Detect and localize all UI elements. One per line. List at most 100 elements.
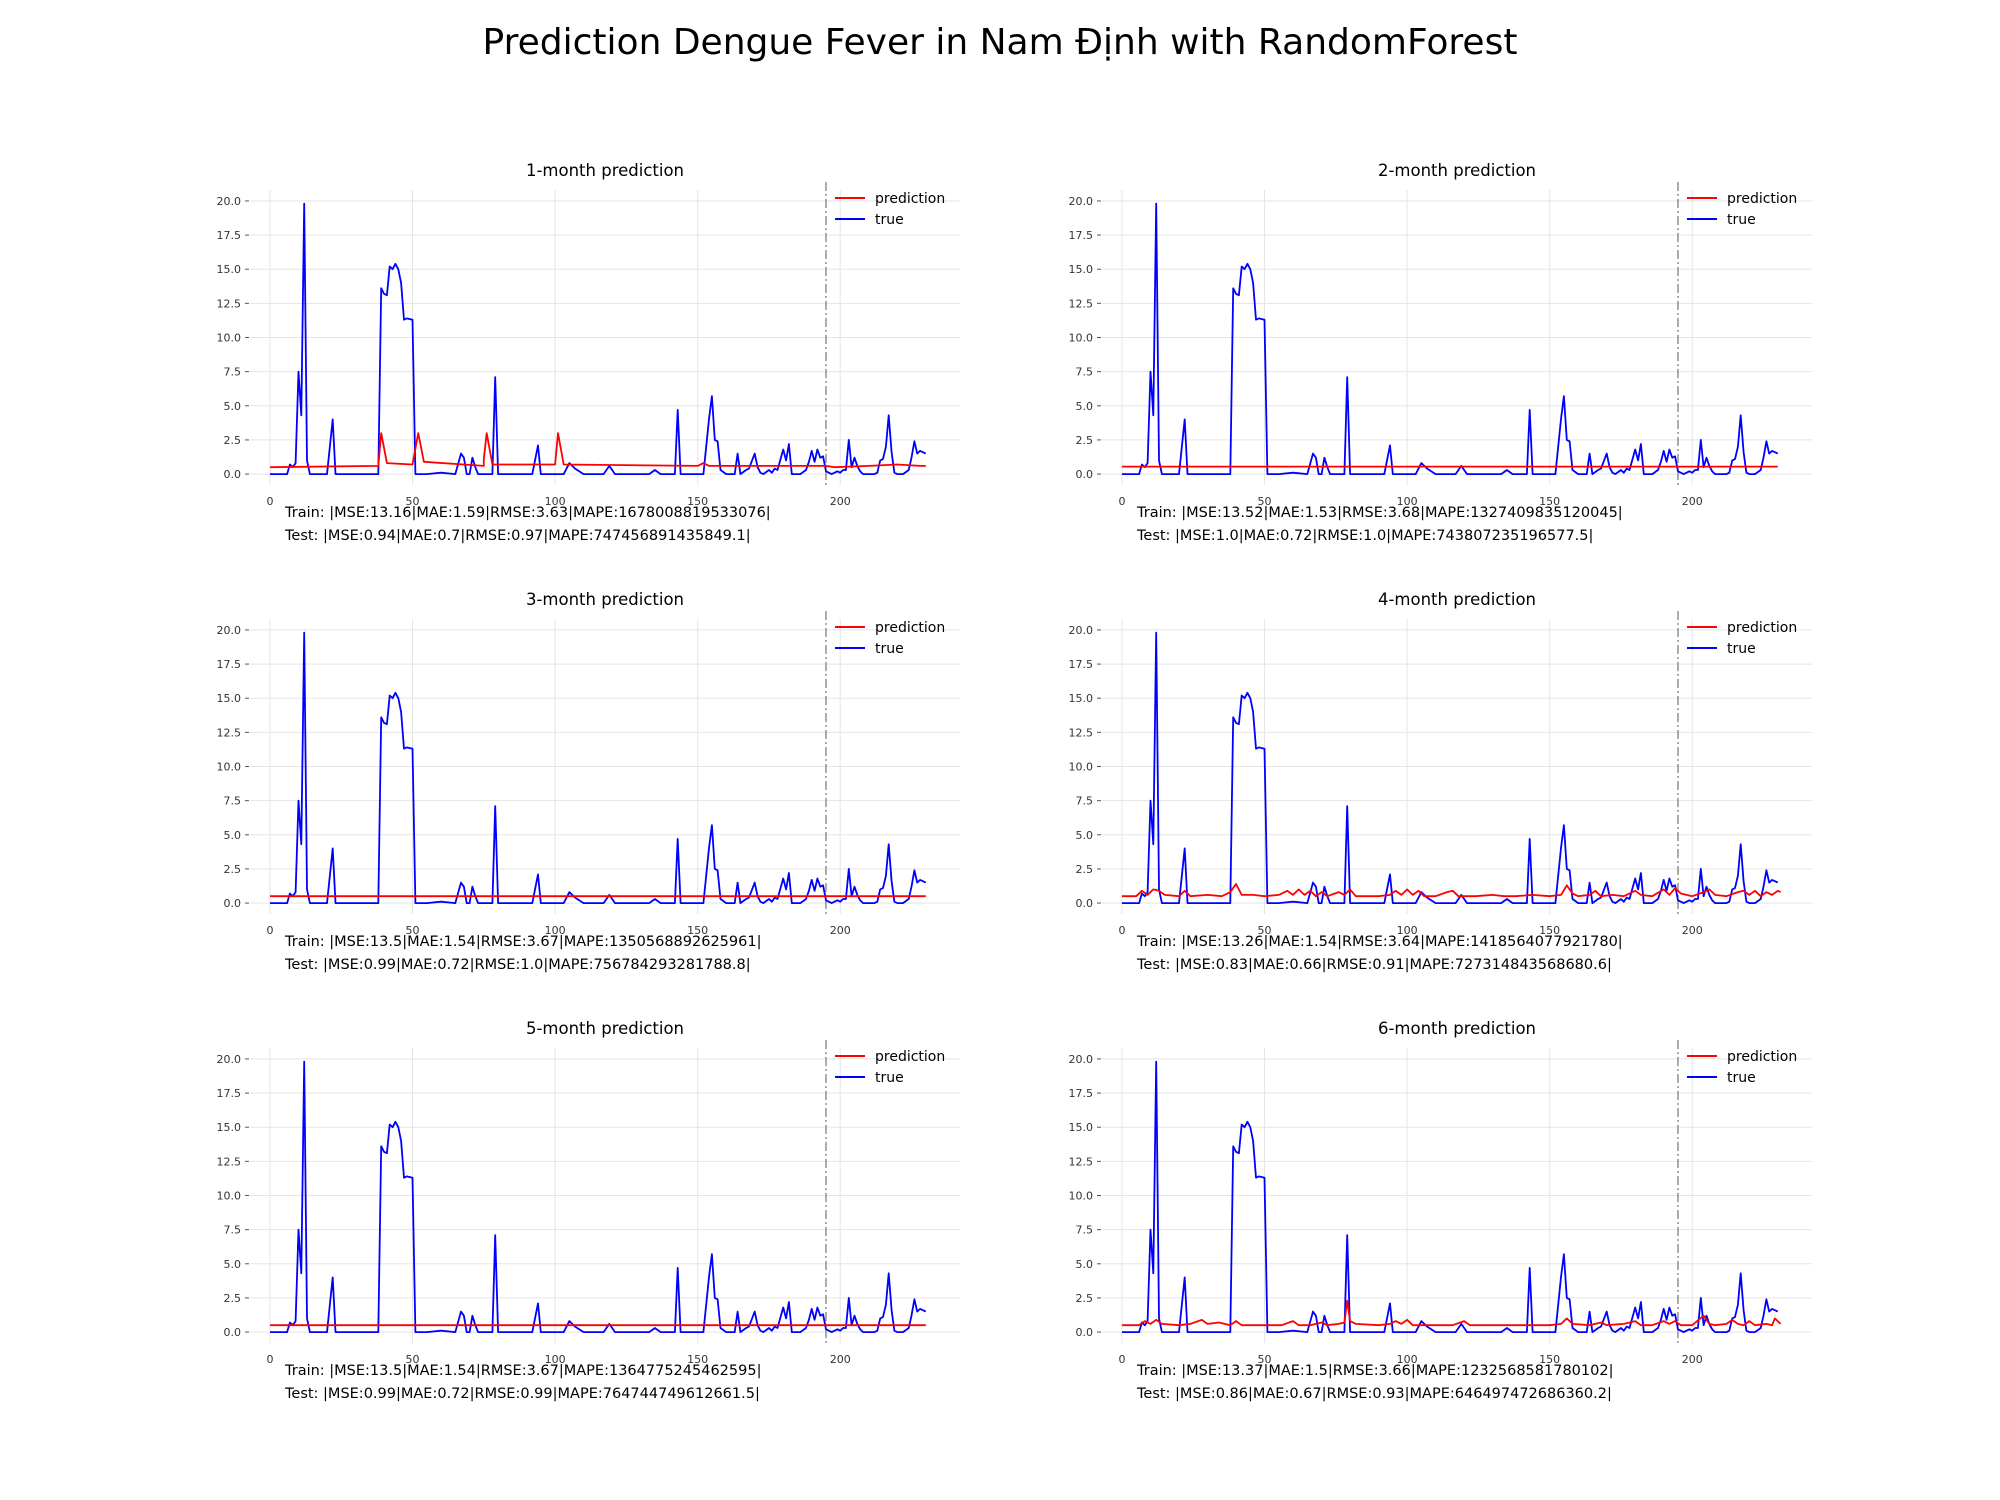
train-metrics: Train: |MSE:13.5|MAE:1.54|RMSE:3.67|MAPE… bbox=[285, 1363, 762, 1379]
test-metrics: Test: |MSE:0.94|MAE:0.7|RMSE:0.97|MAPE:7… bbox=[285, 528, 751, 544]
train-metrics: Train: |MSE:13.16|MAE:1.59|RMSE:3.63|MAP… bbox=[285, 505, 771, 521]
y-tick-label: 7.5 bbox=[1076, 366, 1094, 379]
y-tick-label: 0.0 bbox=[224, 897, 242, 910]
x-tick-label: 50 bbox=[406, 1353, 420, 1366]
chart-svg: 5-month prediction 0.0 2.5 5.0 7.5 10.0 12.5 15… bbox=[217, 1019, 960, 1366]
y-tick-label: 15.0 bbox=[1069, 263, 1094, 276]
x-tick-label: 200 bbox=[1682, 924, 1703, 937]
x-tick-label: 200 bbox=[1682, 1353, 1703, 1366]
subplot-3-month: 3-month prediction 0.0 2.5 5.0 7.5 10.0 12.5 15… bbox=[190, 579, 1030, 999]
subplot-5-month: 5-month prediction 0.0 2.5 5.0 7.5 10.0 12.5 15… bbox=[190, 1008, 1030, 1428]
x-tick-label: 0 bbox=[266, 495, 273, 508]
x-tick-label: 100 bbox=[545, 1353, 566, 1366]
y-tick-label: 7.5 bbox=[224, 1224, 242, 1237]
subplot-title: 2-month prediction bbox=[1378, 161, 1536, 180]
x-tick-label: 50 bbox=[406, 495, 420, 508]
y-tick-label: 2.5 bbox=[224, 863, 242, 876]
subplot-title: 1-month prediction bbox=[526, 161, 684, 180]
chart-svg: 1-month prediction 0.0 2.5 5.0 7.5 10.0 12.5 15… bbox=[217, 161, 960, 508]
subplot-title: 5-month prediction bbox=[526, 1019, 684, 1038]
x-tick-label: 100 bbox=[1397, 1353, 1418, 1366]
x-tick-label: 50 bbox=[1258, 924, 1272, 937]
y-tick-label: 12.5 bbox=[1069, 1155, 1094, 1168]
test-metrics: Test: |MSE:1.0|MAE:0.72|RMSE:1.0|MAPE:74… bbox=[1137, 528, 1594, 544]
y-tick-label: 15.0 bbox=[217, 692, 242, 705]
x-tick-label: 150 bbox=[1539, 1353, 1560, 1366]
y-tick-label: 10.0 bbox=[1069, 1190, 1094, 1203]
x-tick-label: 150 bbox=[1539, 495, 1560, 508]
y-tick-label: 5.0 bbox=[224, 1258, 242, 1271]
legend-label-true: true bbox=[875, 1070, 904, 1086]
y-tick-label: 7.5 bbox=[224, 795, 242, 808]
x-tick-label: 150 bbox=[687, 495, 708, 508]
y-tick-label: 5.0 bbox=[224, 829, 242, 842]
y-tick-label: 10.0 bbox=[217, 761, 242, 774]
chart-svg: 2-month prediction 0.0 2.5 5.0 7.5 10.0 12.5 15… bbox=[1069, 161, 1812, 508]
y-tick-label: 5.0 bbox=[224, 400, 242, 413]
y-tick-label: 0.0 bbox=[1076, 897, 1094, 910]
subplot-2-month: 2-month prediction 0.0 2.5 5.0 7.5 10.0 12.5 15… bbox=[1042, 150, 1882, 570]
y-tick-label: 5.0 bbox=[1076, 1258, 1094, 1271]
test-metrics: Test: |MSE:0.83|MAE:0.66|RMSE:0.91|MAPE:… bbox=[1137, 957, 1612, 973]
y-tick-label: 2.5 bbox=[1076, 434, 1094, 447]
x-tick-label: 0 bbox=[266, 924, 273, 937]
x-tick-label: 100 bbox=[545, 924, 566, 937]
y-tick-label: 2.5 bbox=[224, 434, 242, 447]
x-tick-label: 100 bbox=[545, 495, 566, 508]
subplot-title: 3-month prediction bbox=[526, 590, 684, 609]
legend-label-true: true bbox=[875, 641, 904, 657]
y-tick-label: 15.0 bbox=[217, 1121, 242, 1134]
legend-label-prediction: prediction bbox=[1727, 1049, 1797, 1065]
series-line-true bbox=[270, 202, 927, 475]
figure-title: Prediction Dengue Fever in Nam Định with… bbox=[482, 22, 1518, 63]
y-tick-label: 15.0 bbox=[1069, 1121, 1094, 1134]
series-line-true bbox=[1122, 202, 1779, 475]
chart-svg: 3-month prediction 0.0 2.5 5.0 7.5 10.0 12.5 15… bbox=[217, 590, 960, 937]
x-tick-label: 100 bbox=[1397, 924, 1418, 937]
y-tick-label: 2.5 bbox=[1076, 1292, 1094, 1305]
x-tick-label: 0 bbox=[1118, 1353, 1125, 1366]
y-tick-label: 0.0 bbox=[1076, 468, 1094, 481]
legend-label-true: true bbox=[1727, 641, 1756, 657]
y-tick-label: 17.5 bbox=[217, 658, 242, 671]
series-line-prediction bbox=[269, 432, 926, 469]
test-metrics: Test: |MSE:0.99|MAE:0.72|RMSE:0.99|MAPE:… bbox=[285, 1386, 760, 1402]
x-tick-label: 200 bbox=[830, 924, 851, 937]
x-tick-label: 150 bbox=[687, 924, 708, 937]
series-line-prediction bbox=[1122, 1299, 1782, 1327]
legend-label-true: true bbox=[875, 212, 904, 228]
series-line-true bbox=[270, 1060, 927, 1333]
x-tick-label: 0 bbox=[1118, 495, 1125, 508]
y-tick-label: 0.0 bbox=[1076, 1326, 1094, 1339]
y-tick-label: 5.0 bbox=[1076, 400, 1094, 413]
chart-svg: 6-month prediction 0.0 2.5 5.0 7.5 10.0 12.5 15… bbox=[1069, 1019, 1812, 1366]
y-tick-label: 20.0 bbox=[1069, 624, 1094, 637]
train-metrics: Train: |MSE:13.52|MAE:1.53|RMSE:3.68|MAP… bbox=[1137, 505, 1623, 521]
y-tick-label: 12.5 bbox=[217, 726, 242, 739]
y-tick-label: 7.5 bbox=[1076, 795, 1094, 808]
y-tick-label: 17.5 bbox=[1069, 229, 1094, 242]
y-tick-label: 20.0 bbox=[217, 1053, 242, 1066]
y-tick-label: 20.0 bbox=[217, 624, 242, 637]
legend-label-prediction: prediction bbox=[1727, 191, 1797, 207]
legend-label-prediction: prediction bbox=[875, 1049, 945, 1065]
chart-svg: 4-month prediction 0.0 2.5 5.0 7.5 10.0 12.5 15… bbox=[1069, 590, 1812, 937]
y-tick-label: 5.0 bbox=[1076, 829, 1094, 842]
y-tick-label: 10.0 bbox=[1069, 761, 1094, 774]
y-tick-label: 0.0 bbox=[224, 468, 242, 481]
legend-label-true: true bbox=[1727, 1070, 1756, 1086]
x-tick-label: 0 bbox=[266, 1353, 273, 1366]
y-tick-label: 2.5 bbox=[224, 1292, 242, 1305]
y-tick-label: 15.0 bbox=[1069, 692, 1094, 705]
x-tick-label: 100 bbox=[1397, 495, 1418, 508]
series-line-true bbox=[270, 631, 927, 904]
series-line-true bbox=[1122, 631, 1779, 904]
series-line-true bbox=[1122, 1060, 1779, 1333]
y-tick-label: 7.5 bbox=[224, 366, 242, 379]
x-tick-label: 200 bbox=[830, 495, 851, 508]
y-tick-label: 17.5 bbox=[217, 229, 242, 242]
legend-label-prediction: prediction bbox=[875, 191, 945, 207]
x-tick-label: 200 bbox=[1682, 495, 1703, 508]
subplot-title: 6-month prediction bbox=[1378, 1019, 1536, 1038]
legend-label-prediction: prediction bbox=[875, 620, 945, 636]
